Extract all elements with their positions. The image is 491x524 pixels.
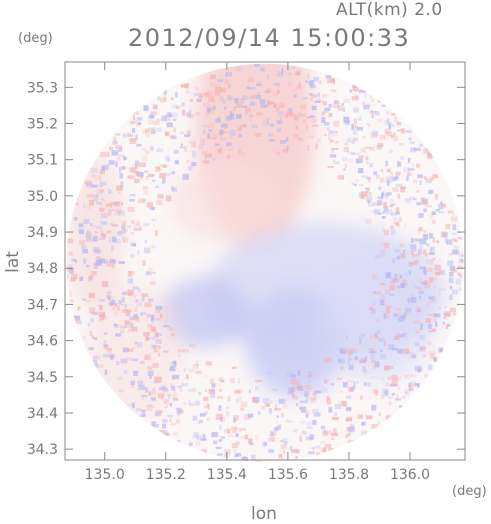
altitude-label: ALT(km) 2.0 bbox=[336, 0, 443, 20]
y-tick-label: 35.3 bbox=[27, 80, 58, 96]
y-tick-label: 35.2 bbox=[27, 117, 58, 133]
y-axis-unit: (deg) bbox=[18, 31, 53, 46]
velocity-field bbox=[66, 63, 464, 462]
axis-ticks: 135.0 135.2 135.4 135.6 135.8 136.0 34.3 34.4 34… bbox=[27, 62, 465, 483]
noise-texture bbox=[66, 63, 464, 462]
x-tick-label: 136.0 bbox=[390, 467, 430, 483]
x-tick-label: 135.8 bbox=[329, 467, 369, 483]
y-tick-label: 35.1 bbox=[27, 153, 58, 169]
y-tick-label: 34.8 bbox=[27, 261, 58, 277]
x-tick-label: 135.6 bbox=[268, 467, 308, 483]
y-tick-label: 34.4 bbox=[27, 406, 58, 422]
x-axis-unit: (deg) bbox=[452, 484, 487, 499]
x-tick-label: 135.2 bbox=[146, 467, 186, 483]
y-tick-label: 34.6 bbox=[27, 334, 58, 350]
y-tick-label: 34.9 bbox=[27, 225, 58, 241]
x-tick-label: 135.0 bbox=[85, 467, 125, 483]
timestamp-title: 2012/09/14 15:00:33 bbox=[128, 24, 411, 52]
y-tick-label: 34.5 bbox=[27, 370, 58, 386]
plot-frame bbox=[64, 61, 466, 461]
y-tick-label: 35.0 bbox=[27, 189, 58, 205]
y-tick-label: 34.3 bbox=[27, 442, 58, 458]
y-tick-label: 34.7 bbox=[27, 297, 58, 313]
x-tick-label: 135.4 bbox=[207, 467, 247, 483]
x-axis-label: lon bbox=[251, 504, 277, 524]
